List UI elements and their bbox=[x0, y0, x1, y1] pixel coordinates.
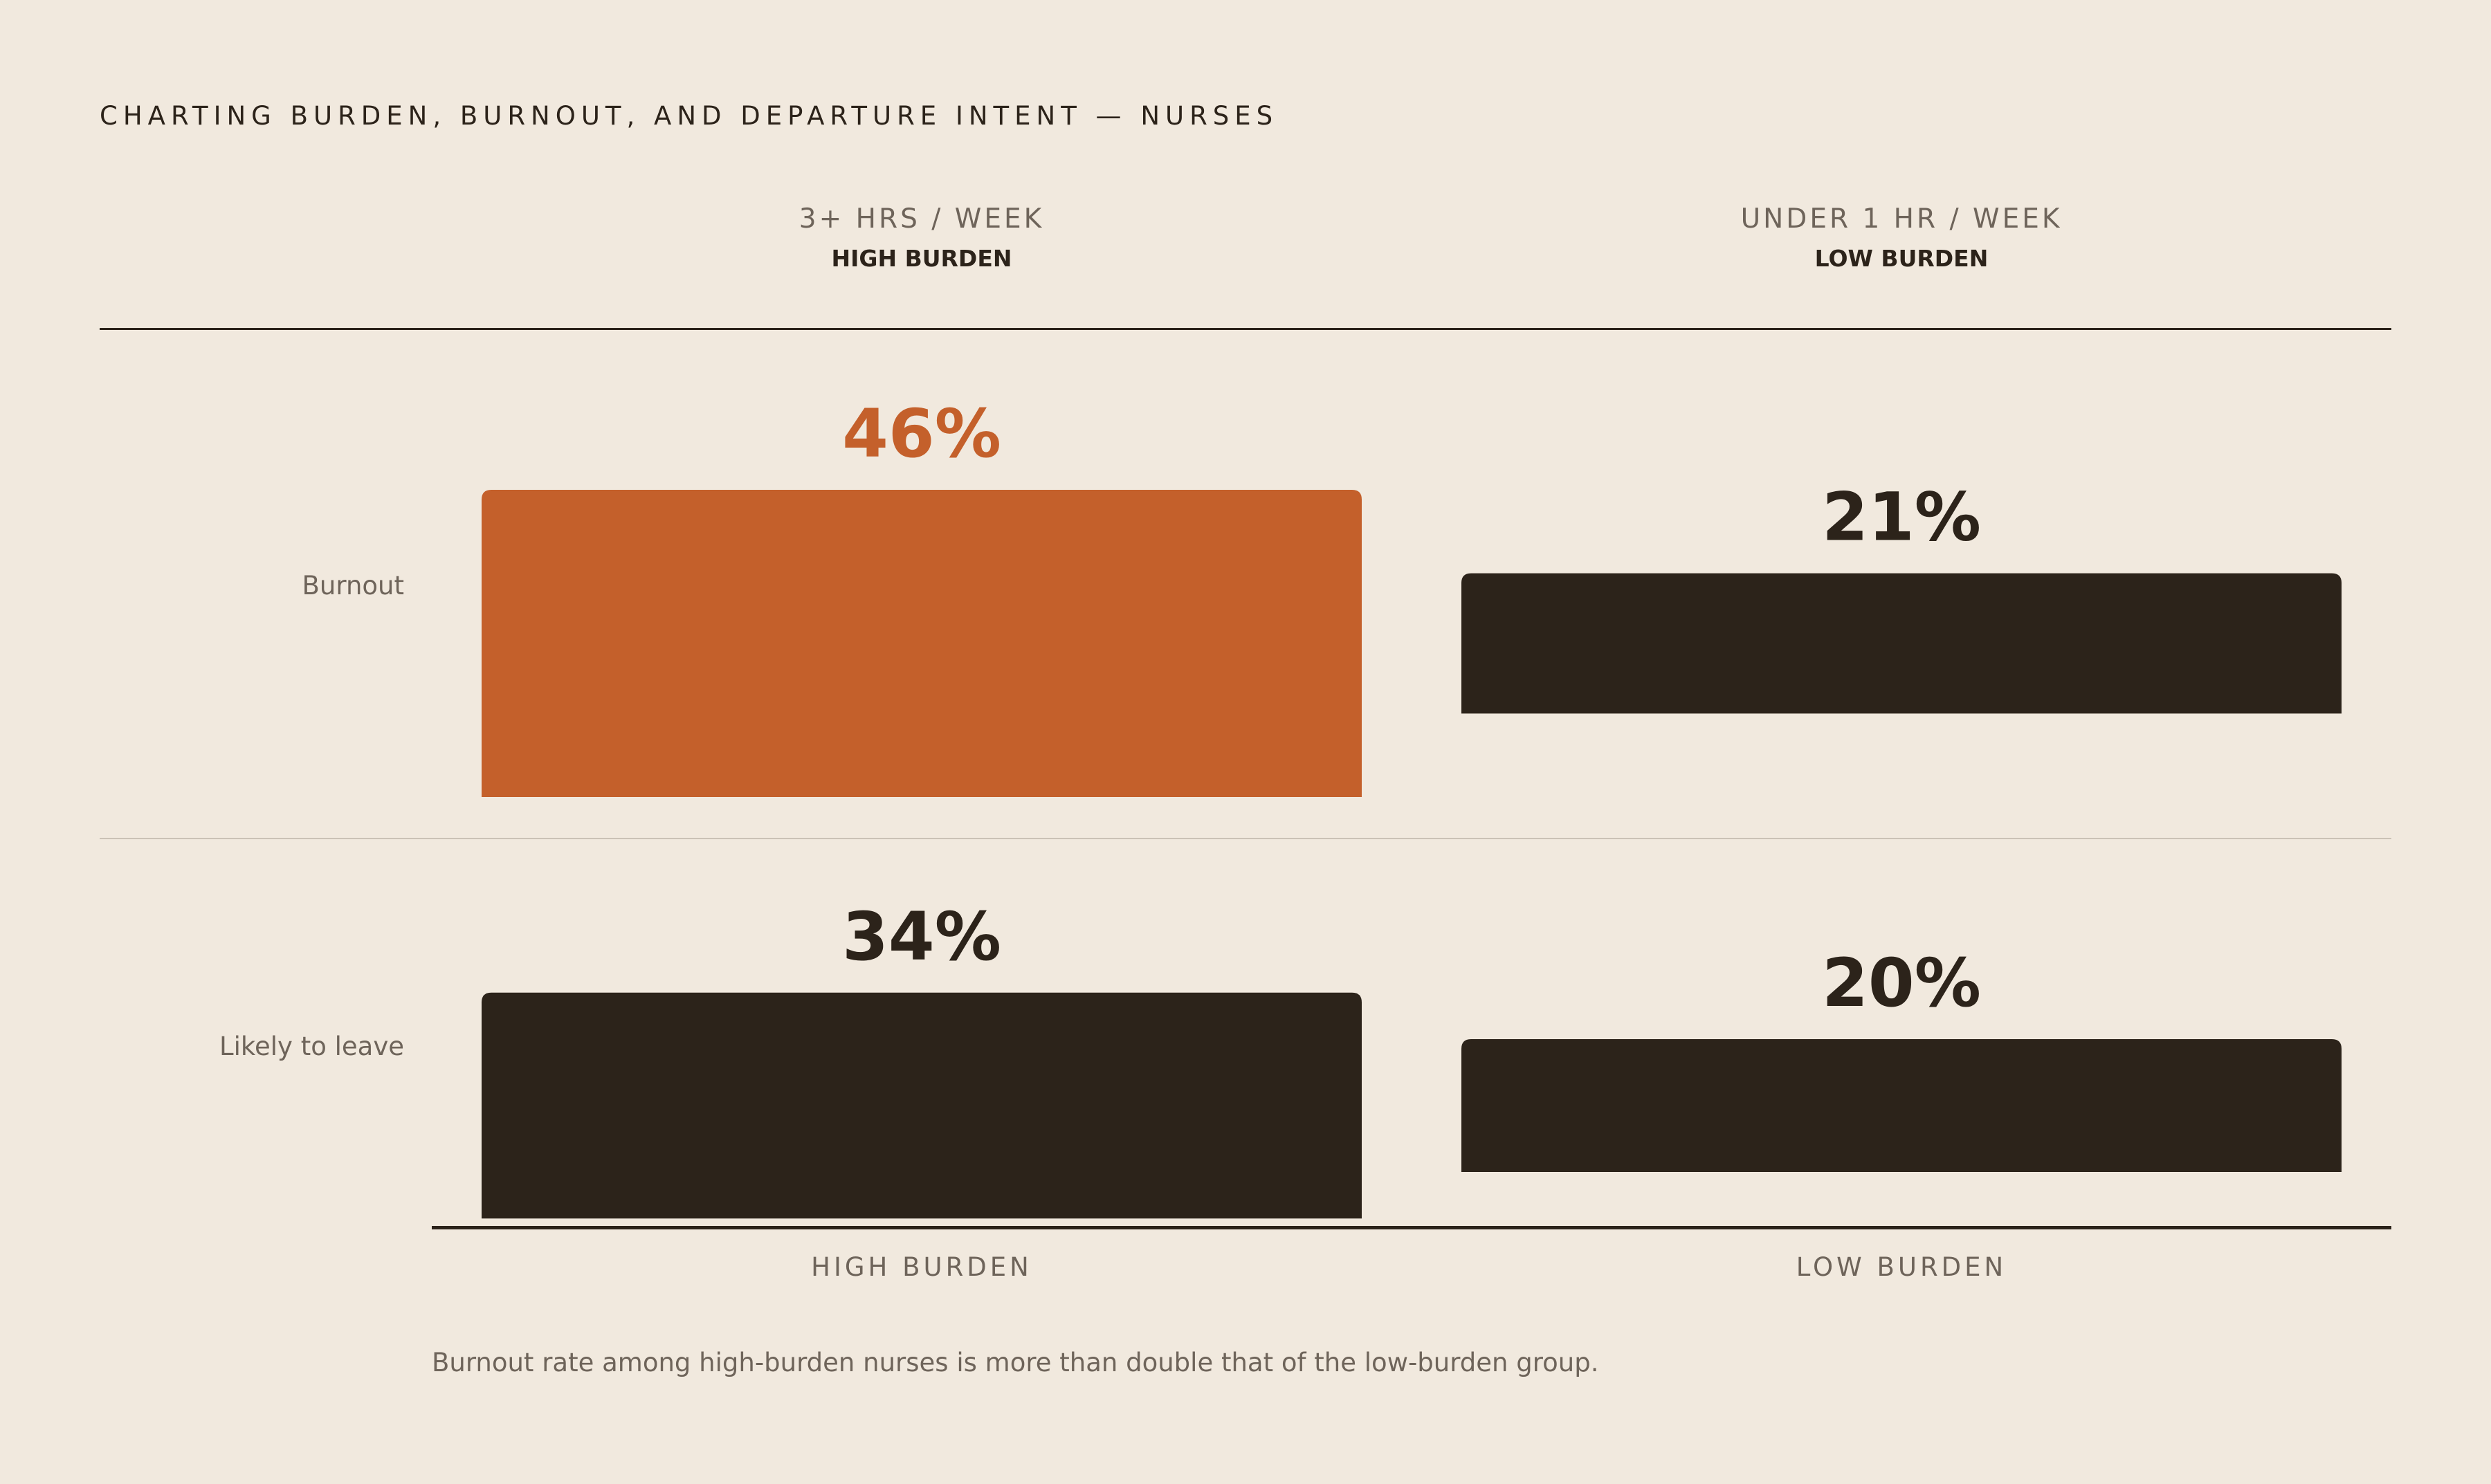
footnote: Burnout rate among high-burden nurses is… bbox=[432, 1348, 1599, 1377]
column-header-low-main: LOW BURDEN bbox=[1814, 245, 1989, 272]
value-label-burnout-high: 46% bbox=[842, 395, 1001, 473]
bar-burnout-high bbox=[482, 490, 1362, 797]
bar-burnout-low bbox=[1461, 573, 2342, 714]
row-divider bbox=[100, 838, 2391, 839]
value-label-likely-to-leave-high: 34% bbox=[842, 898, 1001, 975]
value-label-burnout-low: 21% bbox=[1822, 479, 1981, 556]
bar-likely-to-leave-low bbox=[1461, 1039, 2342, 1172]
row-label-likely-to-leave: Likely to leave bbox=[219, 1032, 404, 1061]
column-header-high-main: HIGH BURDEN bbox=[831, 245, 1012, 272]
value-label-likely-to-leave-low: 20% bbox=[1822, 944, 1981, 1022]
column-header-high-sub: 3+ HRS / WEEK bbox=[799, 203, 1045, 235]
bar-likely-to-leave-high bbox=[482, 992, 1362, 1219]
x-axis-label-high: HIGH BURDEN bbox=[811, 1252, 1032, 1282]
row-label-burnout: Burnout bbox=[302, 571, 404, 601]
chart-title: CHARTING BURDEN, BURNOUT, AND DEPARTURE … bbox=[100, 101, 1279, 131]
header-divider bbox=[100, 328, 2391, 330]
x-axis-label-low: LOW BURDEN bbox=[1796, 1252, 2007, 1282]
x-axis-line bbox=[432, 1226, 2391, 1229]
column-header-low-sub: UNDER 1 HR / WEEK bbox=[1740, 203, 2063, 235]
